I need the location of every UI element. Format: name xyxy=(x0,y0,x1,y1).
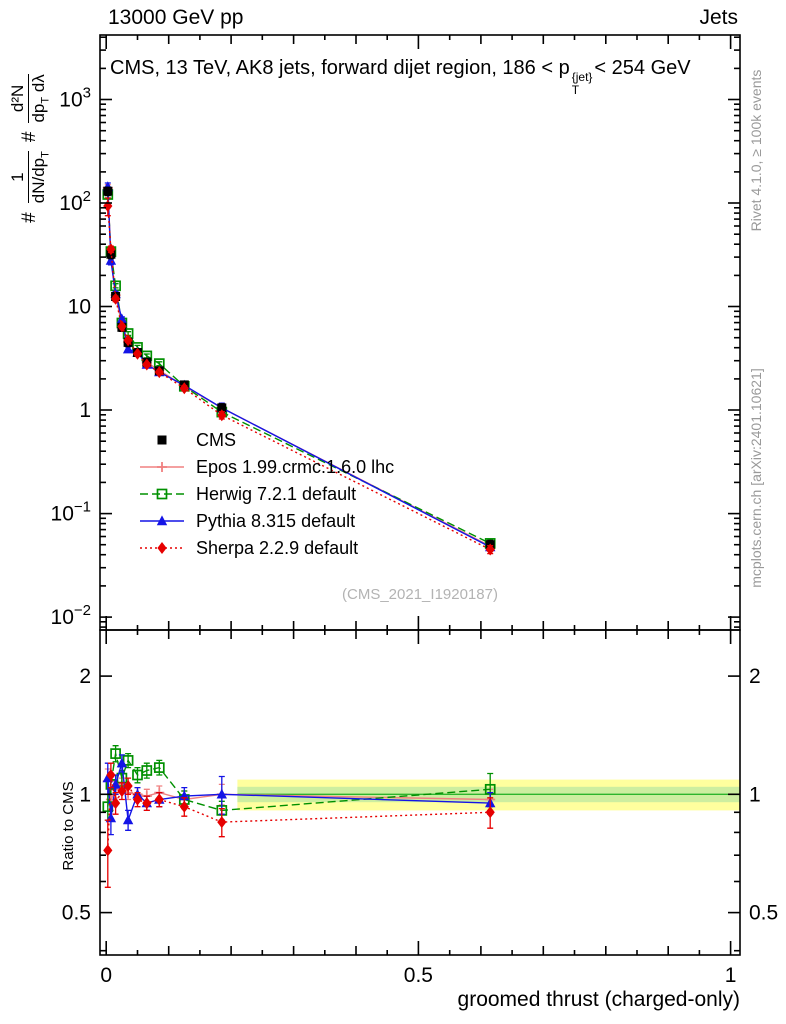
beam-energy-label: 13000 GeV pp xyxy=(108,6,244,29)
svg-text:10−1: 10−1 xyxy=(51,499,91,526)
legend: CMS Epos 1.99.crmc.1.6.0 lhc Herwig 7.2.1 … xyxy=(138,428,394,560)
analysis-group-label: Jets xyxy=(699,6,738,29)
observable-denominator: dpT dλ xyxy=(28,74,51,123)
observable-numerator: d²N xyxy=(8,74,29,123)
hash-symbol: # xyxy=(18,212,40,223)
legend-label-cms: CMS xyxy=(196,429,236,450)
series-sherpa-main xyxy=(103,197,495,556)
svg-text:102: 102 xyxy=(59,188,91,215)
legend-item-cms: CMS xyxy=(138,428,394,452)
rivet-version-note: Rivet 4.1.0, ≥ 100k events xyxy=(748,69,764,232)
svg-text:10: 10 xyxy=(68,296,91,319)
plot-frame xyxy=(99,34,741,956)
svg-text:0.5: 0.5 xyxy=(749,902,778,925)
x-axis-title: groomed thrust (charged-only) xyxy=(457,988,740,1011)
legend-item-herwig: Herwig 7.2.1 default xyxy=(138,482,394,506)
svg-text:103: 103 xyxy=(59,85,91,112)
series-sherpa-ratio xyxy=(103,762,495,888)
norm-fraction: 1 dN/dpT xyxy=(8,151,52,204)
plot-title-post: < 254 GeV xyxy=(594,57,691,79)
svg-text:1: 1 xyxy=(749,783,761,806)
mcplots-arxiv-note: mcplots.cern.ch [arXiv:2401.10621] xyxy=(748,368,764,588)
pythia-marker-icon xyxy=(140,515,184,526)
legend-label-herwig: Herwig 7.2.1 default xyxy=(196,483,357,504)
svg-text:1: 1 xyxy=(725,964,737,987)
svg-text:2: 2 xyxy=(749,665,761,688)
analysis-id-watermark: (CMS_2021_I1920187) xyxy=(342,586,498,603)
plot-title: CMS, 13 TeV, AK8 jets, forward dijet reg… xyxy=(110,57,755,96)
legend-item-pythia: Pythia 8.315 default xyxy=(138,509,394,533)
legend-label-epos: Epos 1.99.crmc.1.6.0 lhc xyxy=(196,456,395,477)
plot-title-pre: CMS, 13 TeV, AK8 jets, forward dijet reg… xyxy=(110,57,570,79)
svg-text:0: 0 xyxy=(100,964,112,987)
ratio-y-axis-title: Ratio to CMS xyxy=(60,781,77,871)
svg-text:10−2: 10−2 xyxy=(51,602,91,629)
legend-item-epos: Epos 1.99.crmc.1.6.0 lhc xyxy=(138,455,394,479)
svg-text:0.5: 0.5 xyxy=(404,964,433,987)
legend-label-sherpa: Sherpa 2.2.9 default xyxy=(196,537,359,558)
svg-text:0.5: 0.5 xyxy=(62,902,91,925)
legend-label-pythia: Pythia 8.315 default xyxy=(196,510,356,531)
hash-symbol: # xyxy=(18,131,40,143)
main-y-axis-title: # 1 dN/dpT # d²N dpT dλ xyxy=(8,5,52,292)
svg-text:1: 1 xyxy=(79,399,91,422)
legend-item-sherpa: Sherpa 2.2.9 default xyxy=(138,536,394,560)
svg-text:2: 2 xyxy=(79,665,91,688)
observable-fraction: d²N dpT dλ xyxy=(8,74,52,123)
norm-numerator: 1 xyxy=(8,151,29,204)
epos-marker-icon xyxy=(140,462,184,472)
herwig-marker-icon xyxy=(140,488,184,500)
pt-superscript: {jet} xyxy=(571,70,593,84)
cms-marker-icon xyxy=(157,435,167,445)
norm-denominator: dN/dpT xyxy=(28,151,51,204)
svg-text:1: 1 xyxy=(79,783,91,806)
pt-subscript: T xyxy=(571,82,580,97)
pt-jet-subsup: {jet} T xyxy=(572,71,593,96)
sherpa-marker-icon xyxy=(140,542,184,554)
